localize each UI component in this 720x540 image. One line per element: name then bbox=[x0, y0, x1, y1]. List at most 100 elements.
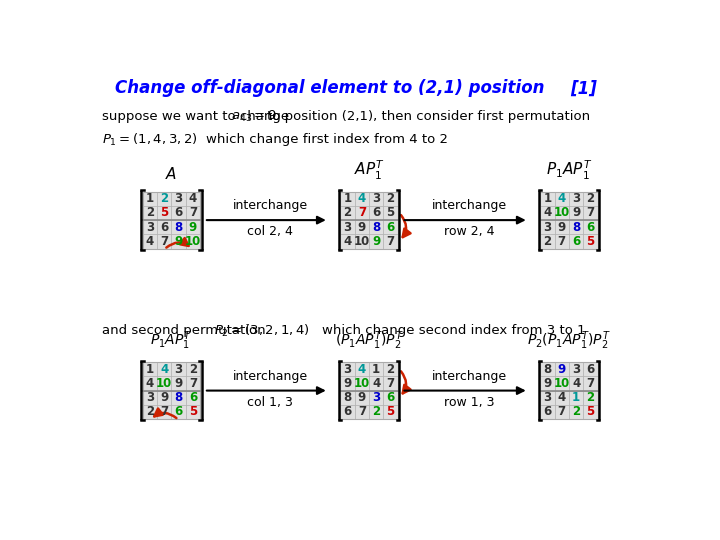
Bar bbox=[186, 220, 200, 234]
Bar bbox=[341, 234, 355, 248]
Text: 8: 8 bbox=[544, 363, 552, 376]
Bar bbox=[554, 206, 569, 220]
Bar bbox=[569, 206, 583, 220]
Text: 8: 8 bbox=[572, 221, 580, 234]
Text: 10: 10 bbox=[354, 235, 370, 248]
Bar bbox=[540, 206, 554, 220]
Bar bbox=[583, 390, 598, 405]
Bar bbox=[569, 234, 583, 248]
Text: 7: 7 bbox=[160, 406, 168, 419]
Text: 4: 4 bbox=[145, 377, 154, 390]
Text: 3: 3 bbox=[174, 363, 183, 376]
Text: 3: 3 bbox=[572, 363, 580, 376]
Text: col 1, 3: col 1, 3 bbox=[247, 396, 293, 409]
Text: 9: 9 bbox=[174, 235, 183, 248]
Bar bbox=[341, 390, 355, 405]
Text: 9: 9 bbox=[372, 235, 380, 248]
Bar bbox=[554, 192, 569, 206]
Text: 10: 10 bbox=[185, 235, 201, 248]
Text: 5: 5 bbox=[160, 206, 168, 219]
Text: 1: 1 bbox=[372, 363, 380, 376]
Text: row 1, 3: row 1, 3 bbox=[444, 396, 494, 409]
Bar bbox=[186, 376, 200, 390]
Text: 6: 6 bbox=[387, 221, 395, 234]
Bar bbox=[383, 390, 397, 405]
Text: interchange: interchange bbox=[431, 370, 507, 383]
Text: 1: 1 bbox=[544, 192, 552, 205]
Text: 9: 9 bbox=[343, 377, 351, 390]
Text: which change first index from 4 to 2: which change first index from 4 to 2 bbox=[206, 133, 449, 146]
Text: 9: 9 bbox=[544, 377, 552, 390]
Text: 6: 6 bbox=[174, 206, 183, 219]
Text: 4: 4 bbox=[544, 206, 552, 219]
Text: 6: 6 bbox=[372, 206, 380, 219]
Text: $P_1AP_1^T$: $P_1AP_1^T$ bbox=[546, 158, 592, 181]
Bar bbox=[143, 362, 200, 419]
Text: 8: 8 bbox=[174, 221, 183, 234]
Text: 4: 4 bbox=[572, 377, 580, 390]
Bar bbox=[583, 234, 598, 248]
Text: col 2, 4: col 2, 4 bbox=[247, 226, 293, 239]
Bar bbox=[355, 220, 369, 234]
Bar bbox=[383, 206, 397, 220]
Bar bbox=[186, 362, 200, 376]
Bar bbox=[186, 405, 200, 419]
Bar bbox=[540, 192, 598, 248]
Text: 7: 7 bbox=[387, 377, 395, 390]
Bar bbox=[143, 220, 157, 234]
Bar bbox=[554, 390, 569, 405]
Text: 6: 6 bbox=[544, 406, 552, 419]
Text: $P_1=(1,4,3,2)$: $P_1=(1,4,3,2)$ bbox=[102, 132, 197, 148]
Text: 7: 7 bbox=[189, 206, 197, 219]
Bar bbox=[186, 192, 200, 206]
Text: 6: 6 bbox=[572, 235, 580, 248]
Bar bbox=[171, 206, 186, 220]
Bar bbox=[143, 234, 157, 248]
Text: 2: 2 bbox=[572, 406, 580, 419]
FancyArrowPatch shape bbox=[166, 238, 189, 248]
Text: 3: 3 bbox=[146, 391, 154, 404]
Text: 9: 9 bbox=[160, 391, 168, 404]
Text: 2: 2 bbox=[343, 206, 351, 219]
Text: 4: 4 bbox=[189, 192, 197, 205]
Text: 3: 3 bbox=[572, 192, 580, 205]
Bar bbox=[355, 234, 369, 248]
Text: 6: 6 bbox=[387, 391, 395, 404]
Bar bbox=[369, 234, 383, 248]
Text: 3: 3 bbox=[174, 192, 183, 205]
Bar bbox=[186, 234, 200, 248]
Bar bbox=[171, 390, 186, 405]
Bar bbox=[583, 206, 598, 220]
Text: and second permutation: and second permutation bbox=[102, 325, 265, 338]
Text: 9: 9 bbox=[558, 221, 566, 234]
Bar bbox=[540, 390, 554, 405]
Text: 4: 4 bbox=[160, 363, 168, 376]
Text: 1: 1 bbox=[146, 192, 154, 205]
Bar bbox=[369, 192, 383, 206]
Text: 2: 2 bbox=[387, 363, 395, 376]
Bar bbox=[369, 220, 383, 234]
Bar bbox=[569, 192, 583, 206]
Text: $P_1AP_1^T$: $P_1AP_1^T$ bbox=[150, 329, 192, 352]
Text: 10: 10 bbox=[554, 206, 570, 219]
Text: 7: 7 bbox=[586, 377, 595, 390]
Text: suppose we want to change: suppose we want to change bbox=[102, 110, 289, 123]
Bar bbox=[383, 220, 397, 234]
Text: $(P_1AP_1^T)P_2^T$: $(P_1AP_1^T)P_2^T$ bbox=[335, 329, 403, 352]
Text: 7: 7 bbox=[189, 377, 197, 390]
Text: 1: 1 bbox=[572, 391, 580, 404]
Bar bbox=[171, 376, 186, 390]
Bar bbox=[369, 362, 383, 376]
Bar bbox=[383, 362, 397, 376]
Bar bbox=[143, 376, 157, 390]
Text: 7: 7 bbox=[558, 406, 566, 419]
Bar bbox=[369, 376, 383, 390]
Text: 2: 2 bbox=[189, 363, 197, 376]
Bar bbox=[355, 206, 369, 220]
Text: 7: 7 bbox=[558, 235, 566, 248]
Bar bbox=[143, 362, 157, 376]
Text: 2: 2 bbox=[544, 235, 552, 248]
Bar bbox=[157, 234, 171, 248]
Text: [1]: [1] bbox=[570, 79, 598, 97]
Bar bbox=[554, 220, 569, 234]
